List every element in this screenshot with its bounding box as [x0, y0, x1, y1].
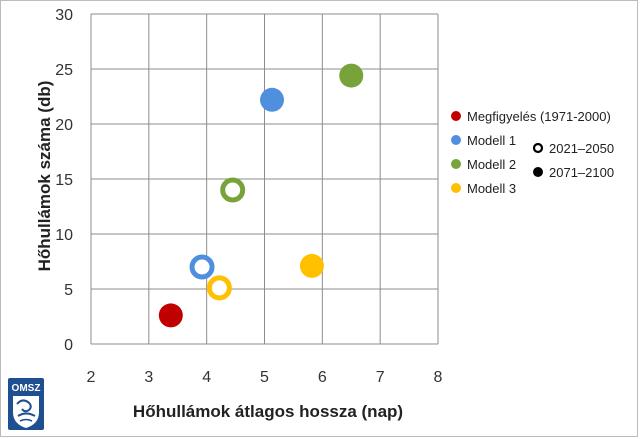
legend-marker	[451, 111, 461, 121]
data-point	[299, 253, 324, 278]
x-axis-title: Hőhullámok átlagos hossza (nap)	[133, 402, 403, 421]
y-tick-label: 0	[64, 337, 73, 354]
y-tick-label: 10	[55, 227, 73, 244]
data-point	[260, 87, 285, 112]
legend-label: Modell 1	[467, 133, 516, 148]
logo-text: OMSZ	[12, 383, 41, 394]
period-legend: 2021–2050 2071–2100	[532, 141, 614, 180]
y-tick-label: 25	[55, 62, 73, 79]
legend-marker	[451, 159, 461, 169]
x-tick-labels: 2 3 4 5 6 7 8	[87, 369, 443, 386]
data-point	[339, 63, 364, 88]
data-points	[158, 63, 364, 328]
data-point	[189, 254, 215, 280]
omsz-logo: OMSZ	[8, 378, 44, 430]
legend-marker	[451, 183, 461, 193]
y-axis-title: Hőhullámok száma (db)	[35, 81, 54, 272]
period-legend-label: 2021–2050	[549, 141, 614, 156]
x-tick-label: 6	[318, 369, 327, 386]
x-tick-label: 5	[260, 369, 269, 386]
period-legend-marker	[532, 142, 544, 154]
x-tick-label: 3	[144, 369, 153, 386]
legend-label: Modell 3	[467, 181, 516, 196]
x-tick-label: 8	[434, 369, 443, 386]
y-tick-label: 20	[55, 117, 73, 134]
period-legend-marker	[533, 167, 543, 177]
period-legend-label: 2071–2100	[549, 165, 614, 180]
grid-lines	[90, 13, 439, 345]
legend-label: Modell 2	[467, 157, 516, 172]
data-point	[206, 275, 232, 301]
y-tick-label: 15	[55, 172, 73, 189]
legend-marker	[451, 135, 461, 145]
y-tick-label: 30	[55, 7, 73, 24]
x-tick-label: 7	[376, 369, 385, 386]
x-tick-label: 4	[202, 369, 211, 386]
data-point	[220, 177, 246, 203]
x-tick-label: 2	[87, 369, 96, 386]
y-tick-labels: 0 5 10 15 20 25 30	[55, 7, 73, 354]
data-point	[158, 303, 183, 328]
series-legend: Megfigyelés (1971-2000) Modell 1 Modell 2 M…	[451, 109, 611, 196]
legend-label: Megfigyelés (1971-2000)	[467, 109, 611, 124]
y-tick-label: 5	[64, 282, 73, 299]
